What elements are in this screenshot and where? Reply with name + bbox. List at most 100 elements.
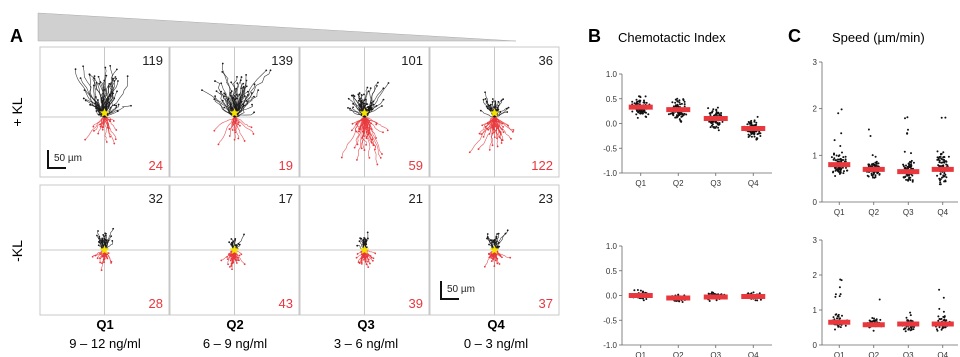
track-outward-end (366, 133, 369, 136)
track-outward-end (492, 119, 495, 122)
data-point (937, 315, 940, 318)
track-inward (104, 110, 118, 118)
track-outward-end (228, 265, 231, 268)
track-outward (364, 116, 384, 133)
track-outward-end (113, 142, 116, 145)
q4-range: 0 – 3 ng/ml (464, 336, 528, 351)
data-point (681, 115, 684, 118)
track-outward-end (363, 252, 366, 255)
track-outward (364, 116, 373, 140)
track-outward (341, 116, 365, 158)
data-point (717, 129, 720, 132)
data-point (912, 161, 915, 164)
track-outward-end (372, 144, 375, 147)
data-point (676, 103, 679, 106)
data-point (874, 161, 877, 164)
data-point (840, 108, 843, 111)
track-outward (104, 116, 111, 137)
data-point (906, 116, 909, 119)
track-inward-end (113, 97, 116, 100)
track-inward-end (265, 69, 268, 72)
y-tick-label: -0.5 (603, 144, 617, 153)
data-point (942, 174, 945, 177)
x-tick-label: Q2 (673, 351, 684, 357)
track-inward-end (82, 65, 85, 68)
track-inward-end (238, 93, 241, 96)
data-point (711, 291, 713, 294)
track-inward-end (496, 240, 498, 243)
track-inward-end (366, 106, 369, 109)
track-outward-end (252, 133, 255, 135)
track-outward (84, 116, 105, 140)
track-inward-end (223, 106, 226, 109)
data-point (841, 151, 843, 154)
track-outward-end (360, 261, 363, 264)
track-inward-end (366, 86, 369, 89)
track-inward-end (97, 244, 100, 247)
track-inward-end (230, 238, 233, 240)
track-outward-end (220, 259, 223, 262)
track-outward-end (375, 137, 378, 139)
track-inward-end (367, 90, 370, 93)
data-point (643, 109, 646, 112)
track-outward-end (481, 124, 484, 127)
track-inward-end (494, 104, 496, 106)
data-point (669, 112, 672, 115)
track-outward-end (478, 132, 481, 135)
track-inward-end (245, 100, 248, 102)
data-point (875, 319, 878, 322)
track-inward-end (238, 243, 241, 246)
data-point (843, 170, 845, 173)
track-outward-end (240, 253, 243, 256)
data-point (715, 299, 718, 302)
track-outward-end (227, 253, 230, 256)
track-outward-end (494, 259, 497, 262)
track-outward-end (115, 129, 118, 131)
data-point (907, 128, 909, 131)
x-tick-label: Q1 (834, 351, 845, 357)
track-inward-end (92, 84, 95, 87)
data-point (833, 318, 836, 321)
data-point (638, 95, 640, 98)
track-outward-end (233, 129, 236, 132)
data-point (938, 326, 941, 329)
track-outward-end (353, 146, 356, 149)
data-point (872, 329, 875, 332)
track-inward-end (507, 106, 510, 109)
track-inward-end (488, 104, 491, 107)
track-outward (234, 116, 240, 139)
data-point (910, 328, 913, 331)
track-inward-end (364, 98, 367, 101)
track-outward-end (365, 137, 368, 140)
track-inward-end (484, 91, 486, 94)
track-outward-end (363, 149, 366, 151)
track-inward (364, 104, 374, 118)
data-point (752, 291, 755, 294)
data-point (945, 163, 948, 166)
data-point (905, 164, 907, 167)
track-outward-end (490, 260, 493, 262)
data-point (904, 117, 906, 120)
data-point (869, 135, 872, 137)
track-inward-end (243, 233, 245, 236)
track-outward-end (374, 148, 376, 151)
data-point (755, 121, 758, 124)
data-point (839, 171, 842, 174)
track-outward-end (358, 130, 361, 133)
track-inward-end (494, 100, 497, 103)
track-inward-end (382, 98, 385, 101)
track-plot-0-0: 119 24 (39, 46, 170, 178)
track-outward-end (355, 256, 358, 259)
data-point (912, 328, 915, 331)
track-inward-end (377, 81, 379, 84)
panel-b-title: Chemotactic Index (618, 30, 726, 45)
track-outward (92, 249, 105, 257)
track-outward-end (91, 255, 94, 258)
track-outward-end (361, 137, 364, 139)
track-inward-end (214, 80, 216, 82)
track-outward-end (100, 269, 103, 272)
track-outward-end (99, 123, 102, 126)
track-outward-end (230, 253, 233, 256)
count-inward: 119 (142, 53, 163, 68)
track-inward-end (253, 95, 255, 98)
